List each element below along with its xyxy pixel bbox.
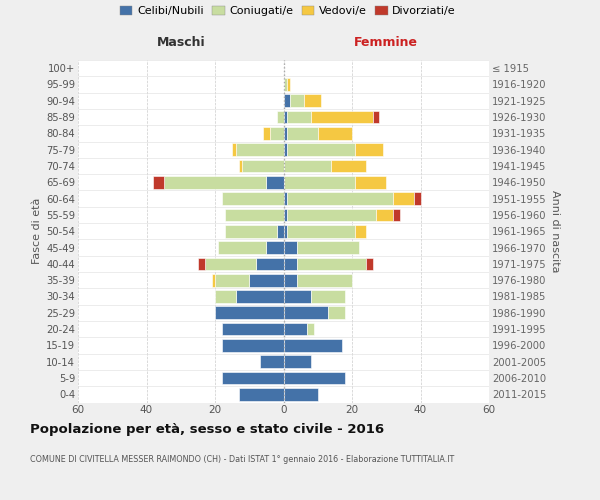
Bar <box>284 388 318 400</box>
Bar <box>266 241 284 254</box>
Bar <box>198 258 205 270</box>
Bar <box>287 192 393 205</box>
Bar <box>376 208 393 222</box>
Bar <box>212 274 215 286</box>
Bar <box>236 144 284 156</box>
Legend: Celibi/Nubili, Coniugati/e, Vedovi/e, Divorziati/e: Celibi/Nubili, Coniugati/e, Vedovi/e, Di… <box>120 6 456 16</box>
Bar <box>284 241 297 254</box>
Bar <box>287 208 376 222</box>
Bar <box>284 356 311 368</box>
Bar <box>284 290 311 303</box>
Bar <box>393 192 413 205</box>
Bar <box>311 290 345 303</box>
Bar <box>242 160 284 172</box>
Bar <box>225 208 284 222</box>
Bar <box>373 110 379 124</box>
Bar <box>284 94 290 107</box>
Text: Maschi: Maschi <box>157 36 205 49</box>
Bar <box>277 110 284 124</box>
Bar <box>249 274 284 286</box>
Bar <box>328 306 345 319</box>
Bar <box>287 127 318 140</box>
Bar <box>290 94 304 107</box>
Bar <box>284 208 287 222</box>
Bar <box>277 225 284 237</box>
Bar <box>225 225 277 237</box>
Bar <box>287 78 290 91</box>
Bar <box>263 127 270 140</box>
Bar <box>154 176 164 188</box>
Bar <box>260 356 284 368</box>
Bar <box>284 144 287 156</box>
Bar <box>318 127 352 140</box>
Bar <box>284 322 307 336</box>
Bar <box>311 110 373 124</box>
Bar <box>393 208 400 222</box>
Bar <box>297 241 359 254</box>
Bar <box>366 258 373 270</box>
Bar <box>239 160 242 172</box>
Bar <box>222 372 284 384</box>
Bar <box>284 160 331 172</box>
Bar <box>355 144 383 156</box>
Bar <box>287 110 311 124</box>
Bar <box>284 192 287 205</box>
Bar <box>284 274 297 286</box>
Bar <box>284 78 287 91</box>
Text: Popolazione per età, sesso e stato civile - 2016: Popolazione per età, sesso e stato civil… <box>30 422 384 436</box>
Bar <box>270 127 284 140</box>
Bar <box>239 388 284 400</box>
Bar <box>331 160 366 172</box>
Bar <box>307 322 314 336</box>
Y-axis label: Anni di nascita: Anni di nascita <box>550 190 560 272</box>
Bar <box>284 306 328 319</box>
Bar <box>284 127 287 140</box>
Bar <box>304 94 321 107</box>
Bar <box>284 372 345 384</box>
Bar <box>215 306 284 319</box>
Bar <box>297 258 366 270</box>
Bar <box>284 339 342 352</box>
Text: COMUNE DI CIVITELLA MESSER RAIMONDO (CH) - Dati ISTAT 1° gennaio 2016 - Elaboraz: COMUNE DI CIVITELLA MESSER RAIMONDO (CH)… <box>30 455 454 464</box>
Bar <box>256 258 284 270</box>
Y-axis label: Fasce di età: Fasce di età <box>32 198 42 264</box>
Bar <box>284 258 297 270</box>
Bar <box>284 176 355 188</box>
Bar <box>413 192 421 205</box>
Bar <box>218 241 266 254</box>
Bar <box>205 258 256 270</box>
Bar <box>355 176 386 188</box>
Bar <box>215 274 249 286</box>
Bar <box>164 176 266 188</box>
Bar <box>222 339 284 352</box>
Bar <box>355 225 366 237</box>
Bar <box>297 274 352 286</box>
Bar <box>222 192 284 205</box>
Bar <box>236 290 284 303</box>
Bar <box>287 144 355 156</box>
Bar <box>215 290 236 303</box>
Bar <box>266 176 284 188</box>
Text: Femmine: Femmine <box>354 36 418 49</box>
Bar <box>287 225 355 237</box>
Bar <box>284 225 287 237</box>
Bar <box>222 322 284 336</box>
Bar <box>284 110 287 124</box>
Bar <box>232 144 236 156</box>
